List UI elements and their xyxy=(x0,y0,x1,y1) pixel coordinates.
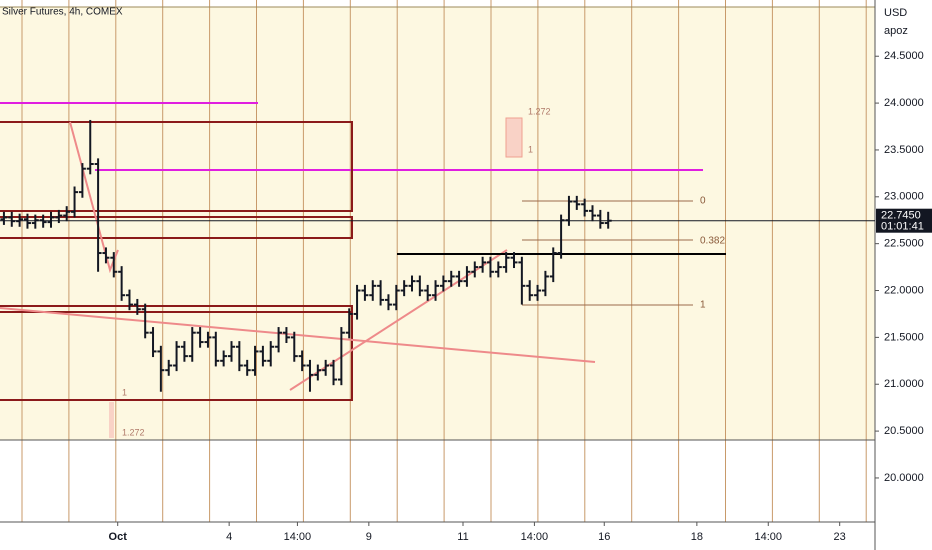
session-lines xyxy=(21,0,867,522)
fib-label: 1 xyxy=(528,144,533,154)
x-tick-label: 14:00 xyxy=(521,531,549,543)
y-tick-label: 22.5000 xyxy=(884,238,924,250)
y-tick-label: 20.5000 xyxy=(884,425,924,437)
y-tick-label: 22.0000 xyxy=(884,284,924,296)
fib-label: 0.382 xyxy=(700,236,725,247)
fib-label: 1.272 xyxy=(122,427,145,437)
fib-ext-box xyxy=(109,402,114,438)
fib-lines xyxy=(522,200,693,306)
x-tick-label: 4 xyxy=(226,531,232,543)
price-axis xyxy=(875,0,932,550)
zone-box xyxy=(0,121,353,212)
countdown: 01:01:41 xyxy=(881,221,924,233)
scale-mode: apoz xyxy=(884,25,908,37)
currency: USD xyxy=(884,7,907,19)
bars xyxy=(0,119,612,392)
y-tick-label: 21.0000 xyxy=(884,378,924,390)
x-tick-label: 14:00 xyxy=(755,531,783,543)
y-tick-label: 20.0000 xyxy=(884,472,924,484)
x-tick-label: 11 xyxy=(457,531,468,543)
zone-box xyxy=(0,311,353,401)
last-price-box xyxy=(876,208,932,233)
x-tick-label: 18 xyxy=(691,531,703,543)
chart-title: Silver Futures, 4h, COMEX xyxy=(2,7,123,18)
x-tick-label: Oct xyxy=(109,531,128,543)
fib-ext-box xyxy=(505,117,523,158)
background-zone xyxy=(0,7,875,440)
x-tick-label: 9 xyxy=(366,531,372,543)
fib-label: 0 xyxy=(700,196,706,207)
fib-label: 1 xyxy=(700,300,706,311)
last-price-label: 22.7450 xyxy=(881,210,921,222)
y-tick-label: 24.5000 xyxy=(884,50,924,62)
y-tick-label: 23.0000 xyxy=(884,191,924,203)
fib-label: 1 xyxy=(122,387,127,397)
y-tick-label: 24.0000 xyxy=(884,97,924,109)
trend-line xyxy=(0,307,596,363)
y-tick-label: 21.5000 xyxy=(884,331,924,343)
time-axis xyxy=(0,522,875,550)
fib-label: 1.272 xyxy=(528,106,551,116)
x-tick-label: 16 xyxy=(598,531,610,543)
y-tick-label: 23.5000 xyxy=(884,144,924,156)
zones xyxy=(0,121,353,401)
zone-box xyxy=(0,216,353,239)
x-tick-label: 14:00 xyxy=(284,531,312,543)
x-tick-label: 23 xyxy=(834,531,846,543)
